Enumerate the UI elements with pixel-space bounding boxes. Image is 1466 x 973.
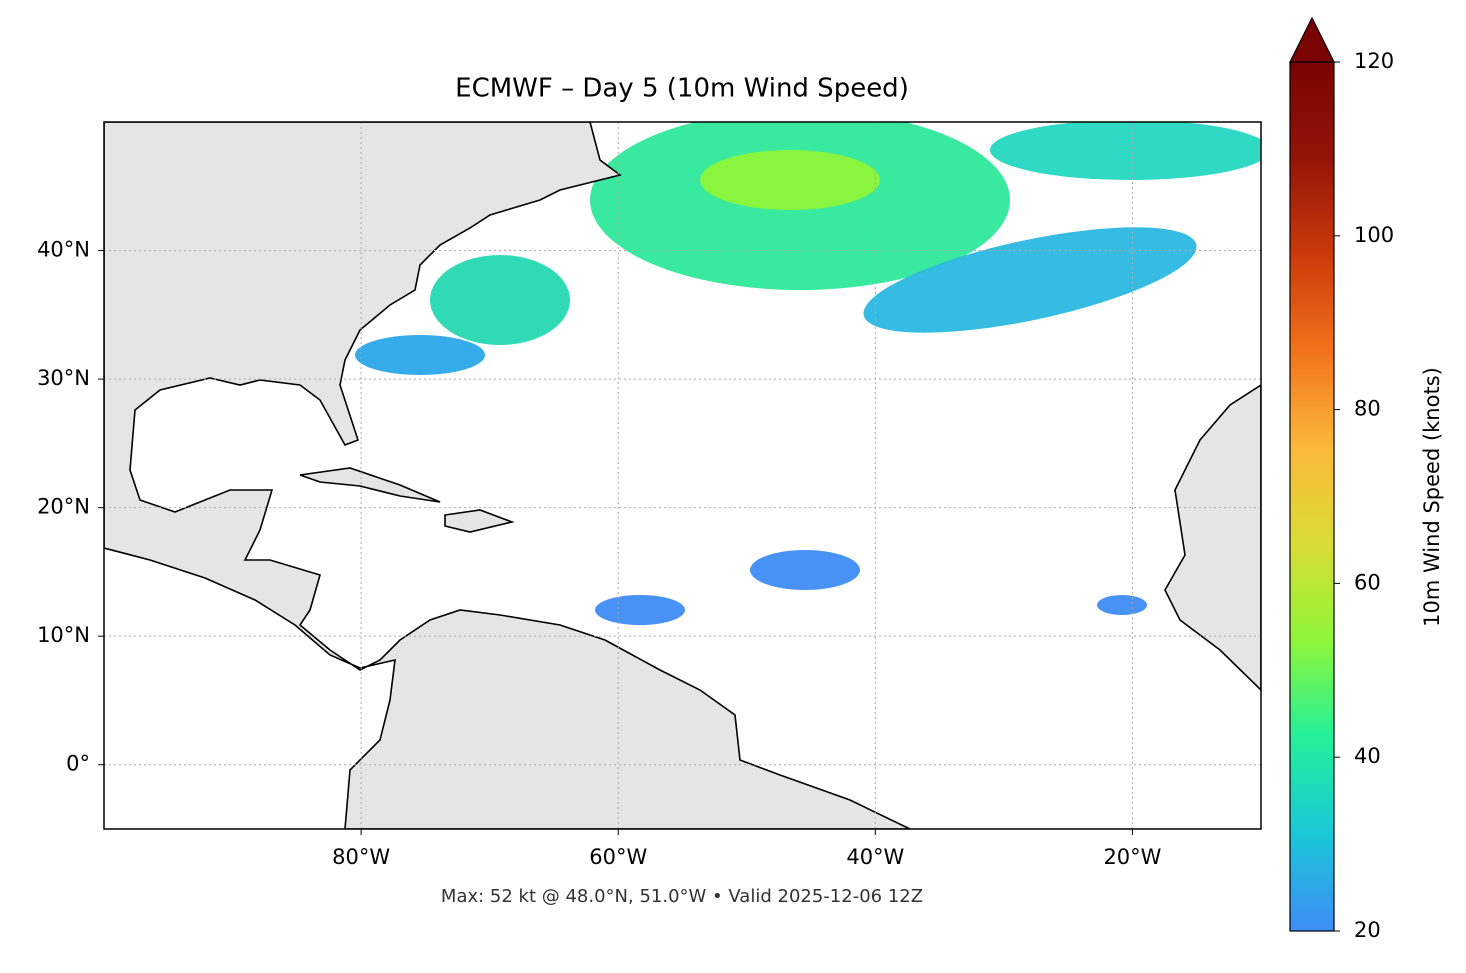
y-tick-label: 10°N: [37, 623, 90, 647]
land: [299, 467, 441, 503]
x-tick-label: 80°W: [332, 845, 390, 869]
land: [444, 509, 515, 533]
x-tick-label: 20°W: [1103, 845, 1161, 869]
colorbar-tick-label: 40: [1354, 744, 1381, 768]
y-tick-label: 40°N: [37, 238, 90, 262]
colorbar-label: 10m Wind Speed (knots): [1420, 367, 1444, 627]
colorbar-tick-label: 80: [1354, 397, 1381, 421]
y-tick-label: 0°: [66, 752, 90, 776]
wind-region: [750, 550, 860, 590]
map-frame: [103, 121, 1262, 830]
wind-region: [990, 122, 1261, 180]
chart-title: ECMWF – Day 5 (10m Wind Speed): [455, 74, 909, 104]
map-area: [104, 122, 1261, 829]
colorbar-tick-label: 60: [1354, 570, 1381, 594]
colorbar-tick-label: 100: [1354, 223, 1394, 247]
wind-region: [1097, 595, 1147, 615]
wind-region: [595, 595, 685, 625]
land: [1164, 384, 1261, 692]
footer-note: Max: 52 kt @ 48.0°N, 51.0°W • Valid 2025…: [441, 886, 923, 907]
land: [104, 122, 911, 829]
y-tick-label: 20°N: [37, 495, 90, 519]
x-tick-label: 40°W: [846, 845, 904, 869]
colorbar-tick-label: 120: [1354, 49, 1394, 73]
wind-region: [700, 150, 880, 210]
wind-region: [863, 227, 1197, 333]
colorbar-extension: [1289, 16, 1335, 63]
wind-region: [430, 255, 570, 345]
wind-region: [355, 335, 485, 375]
colorbar: [1289, 61, 1335, 932]
colorbar-tick-label: 20: [1354, 918, 1381, 942]
x-tick-label: 60°W: [589, 845, 647, 869]
y-tick-label: 30°N: [37, 366, 90, 390]
wind-field: [355, 122, 1261, 625]
